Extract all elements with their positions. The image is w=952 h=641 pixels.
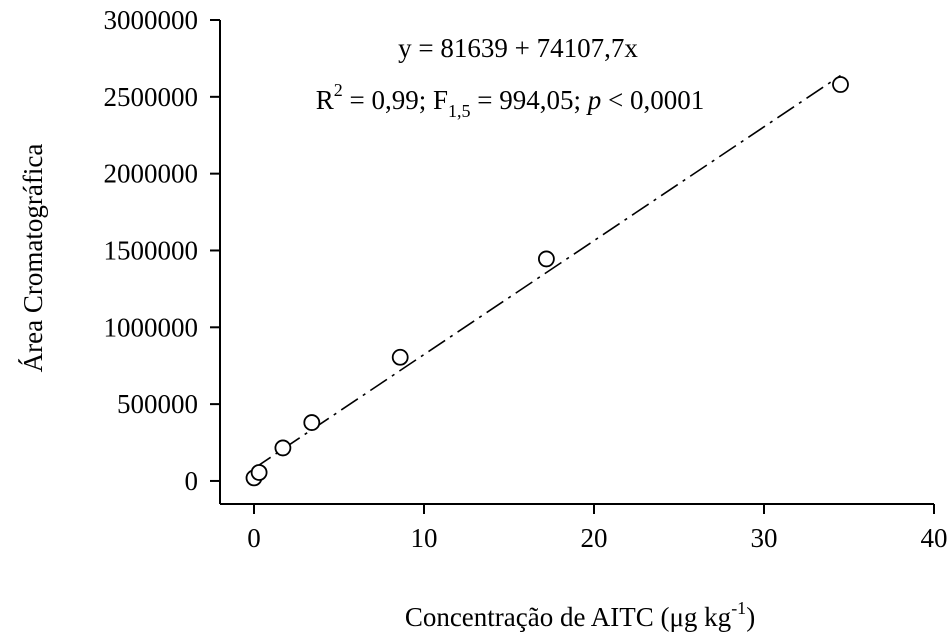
p-rest: < 0,0001 bbox=[601, 85, 704, 115]
data-point bbox=[832, 76, 849, 93]
y-tick-label: 3000000 bbox=[104, 5, 199, 35]
p-italic: p bbox=[586, 85, 602, 115]
y-ticks: 0 500000 1000000 1500000 2000000 2500000 30000… bbox=[104, 5, 220, 496]
x-axis-title-close: ) bbox=[746, 602, 755, 632]
x-tick-label: 20 bbox=[581, 523, 608, 553]
y-tick-label: 500000 bbox=[117, 389, 198, 419]
y-tick-label: 2500000 bbox=[104, 82, 199, 112]
x-axis-title: Concentração de AITC (μg kg-1) bbox=[405, 598, 755, 632]
y-tick-label: 1500000 bbox=[104, 235, 199, 265]
x-axis-title-main: Concentração de AITC (μg kg bbox=[405, 602, 731, 632]
regression-stats: R2 = 0,99; F1,5 = 994,05; p < 0,0001 bbox=[316, 80, 704, 121]
x-tick-label: 30 bbox=[751, 523, 778, 553]
data-point bbox=[303, 414, 321, 431]
r-rest: = 0,99; F bbox=[343, 85, 448, 115]
f-sub: 1,5 bbox=[448, 101, 471, 121]
x-tick-label: 10 bbox=[411, 523, 438, 553]
fit-line bbox=[253, 74, 841, 470]
data-point bbox=[250, 464, 268, 481]
x-tick-label: 40 bbox=[921, 523, 948, 553]
x-tick-label: 0 bbox=[247, 523, 261, 553]
regression-equation: y = 81639 + 74107,7x bbox=[398, 33, 638, 63]
data-point bbox=[538, 250, 555, 268]
y-axis-title: Área Cromatográfica bbox=[18, 144, 48, 373]
data-point bbox=[391, 348, 409, 366]
data-points bbox=[245, 76, 849, 487]
x-ticks: 0 10 20 30 40 bbox=[247, 504, 948, 553]
y-tick-label: 2000000 bbox=[104, 159, 199, 189]
r-base: R bbox=[316, 85, 334, 115]
x-axis-title-sup: -1 bbox=[731, 598, 746, 618]
r-sup: 2 bbox=[334, 80, 343, 100]
data-point bbox=[274, 439, 292, 457]
axes bbox=[219, 20, 934, 505]
y-tick-label: 1000000 bbox=[104, 312, 199, 342]
f-rest: = 994,05; bbox=[471, 85, 588, 115]
y-tick-label: 0 bbox=[185, 466, 199, 496]
